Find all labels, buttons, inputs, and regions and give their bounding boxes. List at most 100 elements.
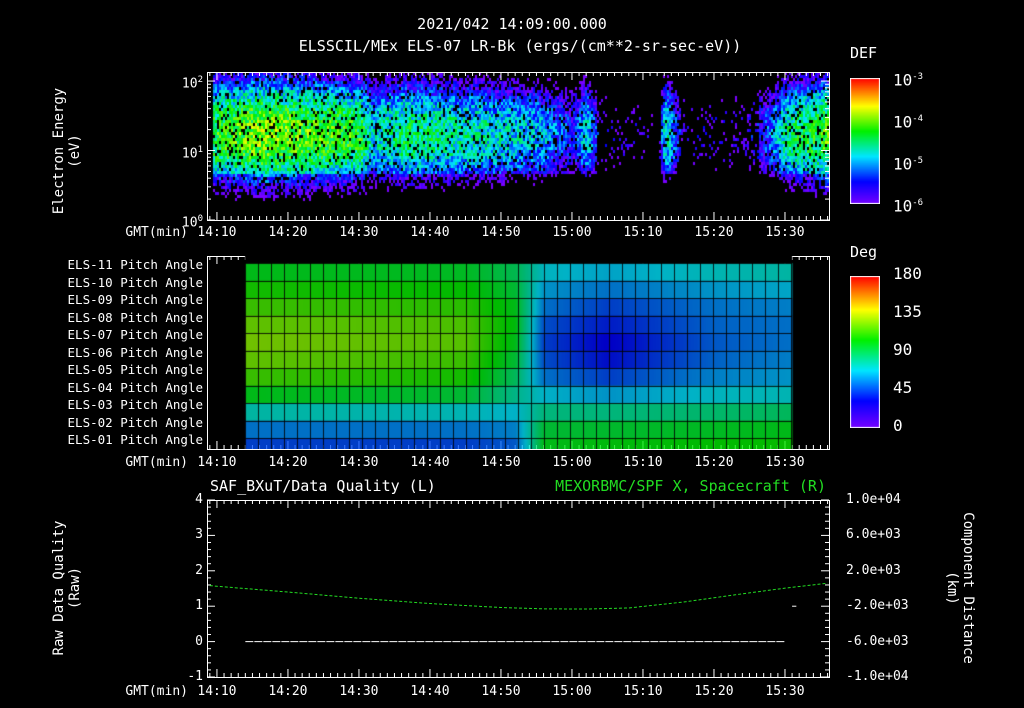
time-tick-label: 14:30 bbox=[339, 684, 379, 699]
time-tick-label: 15:00 bbox=[552, 455, 592, 470]
pitch-angle-row-label: ELS-07 Pitch Angle bbox=[67, 327, 203, 342]
line-title-right: MEXORBMC/SPF X, Spacecraft (R) bbox=[555, 477, 826, 495]
deg-colorbar-tick: 135 bbox=[893, 302, 922, 321]
distance-tick-label: -2.0e+03 bbox=[846, 598, 909, 614]
pitch-angle-row-label: ELS-10 Pitch Angle bbox=[67, 274, 203, 290]
pitch-angle-row-label: ELS-05 Pitch Angle bbox=[67, 362, 203, 377]
quality-tick-label: 2 bbox=[195, 562, 203, 578]
power-base: 10 bbox=[181, 145, 198, 161]
time-tick-label: 14:40 bbox=[410, 225, 450, 240]
def-colorbar-label: DEF bbox=[850, 44, 878, 62]
time-tick-label: 14:20 bbox=[268, 225, 308, 240]
deg-colorbar-tick: 180 bbox=[893, 264, 922, 283]
time-tick-label: 15:00 bbox=[552, 225, 592, 240]
quality-tick-label: 4 bbox=[195, 492, 203, 507]
deg-colorbar-tick: 45 bbox=[893, 378, 913, 397]
distance-tick-label: -6.0e+03 bbox=[846, 633, 909, 649]
power-exponent: -4 bbox=[912, 114, 924, 124]
time-axis-label: GMT(min) bbox=[125, 684, 188, 699]
power-base: 10 bbox=[181, 215, 198, 231]
ylabel-line1: Component Distance bbox=[960, 512, 976, 664]
energy-tick-label: 102 bbox=[182, 73, 203, 91]
time-tick-label: 15:20 bbox=[694, 455, 734, 470]
pitch-angle-row-label: ELS-08 Pitch Angle bbox=[67, 309, 203, 325]
time-axis-label: GMT(min) bbox=[125, 225, 188, 240]
time-tick-label: 14:50 bbox=[481, 225, 521, 240]
power-exponent: -3 bbox=[912, 72, 924, 82]
def-colorbar bbox=[850, 78, 880, 204]
power-base: 10 bbox=[893, 112, 913, 132]
line-title-left: SAF_BXuT/Data Quality (L) bbox=[210, 477, 436, 495]
distance-tick-label: -1.0e+04 bbox=[846, 669, 909, 684]
quality-ylabel: Raw Data Quality (Raw) bbox=[51, 488, 83, 688]
pitch-angle-row-label: ELS-04 Pitch Angle bbox=[67, 379, 203, 395]
pitch-angle-row-label: ELS-11 Pitch Angle bbox=[67, 257, 203, 272]
spectrogram-title: ELSSCIL/MEx ELS-07 LR-Bk (ergs/(cm**2-sr… bbox=[298, 37, 742, 55]
time-tick-label: 15:30 bbox=[765, 225, 805, 240]
pitch-angle-row-label: ELS-09 Pitch Angle bbox=[67, 292, 203, 307]
plot-title: 2021/042 14:09:00.000 bbox=[417, 15, 607, 33]
energy-tick-label: 100 bbox=[182, 212, 203, 230]
time-tick-label: 14:10 bbox=[197, 684, 237, 699]
def-colorbar-tick: 10-5 bbox=[893, 154, 924, 174]
ylabel-line1: Electron Energy bbox=[51, 87, 67, 215]
distance-tick-label: 1.0e+04 bbox=[846, 492, 901, 507]
def-colorbar-tick: 10-3 bbox=[893, 70, 924, 90]
deg-colorbar-tick: 0 bbox=[893, 416, 903, 435]
quality-tick-label: 0 bbox=[195, 633, 203, 649]
quality-tick-label: 3 bbox=[195, 527, 203, 543]
power-base: 10 bbox=[181, 76, 198, 92]
deg-colorbar-label: Deg bbox=[850, 243, 878, 261]
time-tick-label: 14:40 bbox=[410, 455, 450, 470]
time-tick-label: 15:30 bbox=[765, 455, 805, 470]
power-base: 10 bbox=[893, 196, 913, 216]
time-tick-label: 14:30 bbox=[339, 455, 379, 470]
def-colorbar-tick: 10-4 bbox=[893, 112, 924, 132]
power-exponent: 1 bbox=[197, 144, 203, 155]
time-tick-label: 15:10 bbox=[623, 684, 663, 699]
power-exponent: -6 bbox=[912, 198, 924, 208]
distance-ylabel: Component Distance (km) bbox=[944, 478, 976, 698]
power-exponent: 0 bbox=[197, 214, 203, 224]
power-base: 10 bbox=[893, 70, 913, 90]
pitch-angle-row-label: ELS-03 Pitch Angle bbox=[67, 397, 203, 412]
deg-colorbar bbox=[850, 276, 880, 428]
time-tick-label: 14:10 bbox=[197, 455, 237, 470]
time-tick-label: 15:10 bbox=[623, 455, 663, 470]
pitch-angle-row-label: ELS-01 Pitch Angle bbox=[67, 432, 203, 447]
distance-line bbox=[209, 582, 828, 610]
power-exponent: 2 bbox=[197, 75, 203, 86]
def-colorbar-tick: 10-6 bbox=[893, 196, 924, 216]
power-base: 10 bbox=[893, 154, 913, 174]
deg-colorbar-tick: 90 bbox=[893, 340, 913, 359]
time-axis-label: GMT(min) bbox=[125, 455, 188, 470]
time-tick-label: 15:30 bbox=[765, 684, 805, 699]
time-tick-label: 14:40 bbox=[410, 684, 450, 699]
time-tick-label: 15:00 bbox=[552, 684, 592, 699]
time-tick-label: 14:10 bbox=[197, 225, 237, 240]
ylabel-line2: (eV) bbox=[67, 134, 83, 168]
line-frame bbox=[207, 500, 830, 678]
time-tick-label: 14:20 bbox=[268, 455, 308, 470]
pitch-angle-row-label: ELS-02 Pitch Angle bbox=[67, 414, 203, 430]
time-tick-label: 14:50 bbox=[481, 455, 521, 470]
energy-tick-label: 101 bbox=[182, 143, 203, 161]
quality-tick-label: -1 bbox=[187, 669, 203, 684]
time-tick-label: 15:10 bbox=[623, 225, 663, 240]
distance-tick-label: 2.0e+03 bbox=[846, 562, 901, 578]
time-tick-label: 14:30 bbox=[339, 225, 379, 240]
power-exponent: -5 bbox=[912, 156, 924, 166]
time-tick-label: 14:50 bbox=[481, 684, 521, 699]
time-tick-label: 15:20 bbox=[694, 225, 734, 240]
ylabel-line2: (km) bbox=[944, 571, 960, 605]
quality-tick-label: 1 bbox=[195, 598, 203, 614]
pitch-angle-row-label: ELS-06 Pitch Angle bbox=[67, 344, 203, 360]
time-tick-label: 15:20 bbox=[694, 684, 734, 699]
pitch-angle-canvas bbox=[207, 256, 829, 449]
ylabel-line2: (Raw) bbox=[67, 566, 83, 610]
time-tick-label: 14:20 bbox=[268, 684, 308, 699]
spectrogram-ylabel: Electron Energy (eV) bbox=[51, 51, 83, 251]
spectrogram-canvas bbox=[207, 72, 829, 220]
ylabel-line1: Raw Data Quality bbox=[51, 520, 67, 656]
distance-tick-label: 6.0e+03 bbox=[846, 527, 901, 543]
